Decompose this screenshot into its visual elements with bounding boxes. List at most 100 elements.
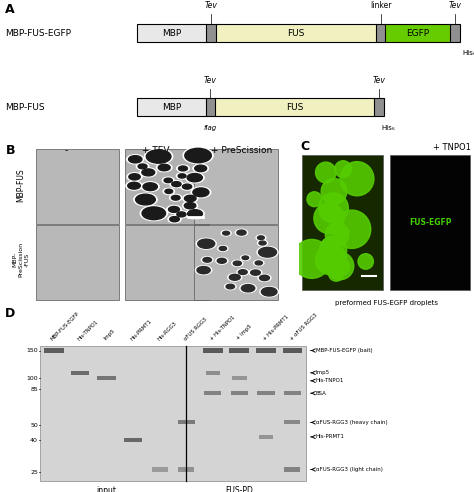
Text: MBP-FUS-EGFP: MBP-FUS-EGFP (50, 311, 81, 341)
Text: FUS: FUS (286, 103, 303, 112)
Circle shape (258, 247, 276, 257)
Circle shape (333, 210, 371, 248)
Circle shape (137, 163, 149, 170)
Circle shape (221, 230, 231, 236)
Text: MBP: MBP (162, 103, 181, 112)
Bar (137, 98, 206, 117)
Circle shape (251, 270, 260, 275)
Circle shape (129, 174, 140, 180)
Bar (206, 371, 220, 375)
Text: + His-PRMT1: + His-PRMT1 (263, 314, 290, 341)
Text: αFUS-RGG3 (light chain): αFUS-RGG3 (light chain) (316, 467, 383, 472)
Bar (203, 348, 223, 353)
Circle shape (169, 207, 180, 213)
Bar (302, 155, 383, 290)
Text: MBP: MBP (162, 29, 182, 37)
Text: His₆: His₆ (462, 50, 474, 56)
Circle shape (257, 240, 268, 246)
Bar (36, 149, 119, 224)
Circle shape (177, 212, 186, 217)
Bar (284, 420, 301, 425)
Bar (229, 348, 249, 353)
Circle shape (320, 236, 347, 264)
Circle shape (188, 210, 202, 218)
Circle shape (228, 274, 242, 281)
Circle shape (325, 222, 349, 246)
Circle shape (140, 206, 167, 221)
Circle shape (170, 216, 179, 222)
Bar (232, 376, 246, 380)
Circle shape (216, 257, 228, 264)
Bar (284, 467, 301, 471)
Circle shape (128, 155, 142, 163)
Circle shape (328, 266, 344, 281)
Circle shape (165, 189, 173, 193)
Bar (71, 371, 90, 375)
Text: His-PRMT1: His-PRMT1 (130, 318, 153, 341)
Circle shape (128, 183, 140, 189)
Circle shape (256, 235, 266, 241)
Text: 50: 50 (30, 423, 38, 428)
Circle shape (183, 147, 213, 164)
Circle shape (172, 182, 181, 186)
Circle shape (170, 181, 183, 187)
Text: 25: 25 (30, 469, 38, 475)
Circle shape (134, 193, 157, 206)
Circle shape (184, 195, 196, 202)
Bar (137, 24, 206, 42)
Circle shape (316, 255, 331, 271)
Circle shape (136, 194, 155, 205)
Bar (178, 467, 194, 471)
Bar (216, 24, 376, 42)
Bar (376, 24, 385, 42)
Circle shape (241, 284, 255, 292)
Circle shape (340, 162, 374, 196)
Text: Tev: Tev (204, 1, 217, 10)
Text: + His-TNPO1: + His-TNPO1 (210, 314, 237, 341)
Bar (97, 376, 116, 380)
Bar (194, 149, 278, 224)
Text: FUS: FUS (287, 29, 304, 37)
Text: flag: flag (204, 124, 217, 131)
Circle shape (249, 269, 262, 276)
Circle shape (260, 275, 269, 280)
Circle shape (156, 163, 172, 172)
Bar (126, 225, 209, 300)
Circle shape (184, 203, 196, 209)
Circle shape (219, 246, 227, 250)
Text: preformed FUS-EGFP droplets: preformed FUS-EGFP droplets (335, 300, 438, 306)
Text: input: input (97, 487, 117, 492)
Circle shape (314, 203, 344, 234)
Circle shape (254, 260, 264, 266)
Bar (259, 435, 273, 439)
Text: FUS-EGFP: FUS-EGFP (409, 218, 451, 227)
Bar (137, 98, 384, 117)
Circle shape (218, 246, 228, 251)
Circle shape (158, 164, 170, 171)
Bar (206, 98, 215, 117)
Circle shape (259, 241, 266, 245)
Circle shape (229, 275, 240, 280)
Circle shape (127, 154, 144, 164)
Circle shape (142, 207, 165, 220)
Circle shape (162, 177, 174, 184)
Circle shape (261, 287, 277, 296)
Text: His-TNPO1: His-TNPO1 (77, 319, 99, 341)
Text: FUS-PD: FUS-PD (226, 487, 253, 492)
Circle shape (170, 194, 182, 201)
Text: His-PRMT1: His-PRMT1 (316, 434, 345, 439)
Text: MBP-FUS: MBP-FUS (5, 103, 45, 112)
Text: + Imp5: + Imp5 (236, 324, 253, 341)
Circle shape (182, 194, 198, 203)
Circle shape (163, 188, 174, 194)
Circle shape (237, 269, 249, 276)
Circle shape (146, 150, 171, 163)
Circle shape (186, 209, 204, 219)
Circle shape (203, 257, 211, 262)
Bar (137, 24, 460, 42)
Circle shape (179, 166, 187, 171)
Circle shape (292, 240, 331, 278)
Text: EGFP: EGFP (406, 29, 429, 37)
Bar (284, 391, 301, 395)
Text: His-RGG3: His-RGG3 (156, 320, 177, 341)
